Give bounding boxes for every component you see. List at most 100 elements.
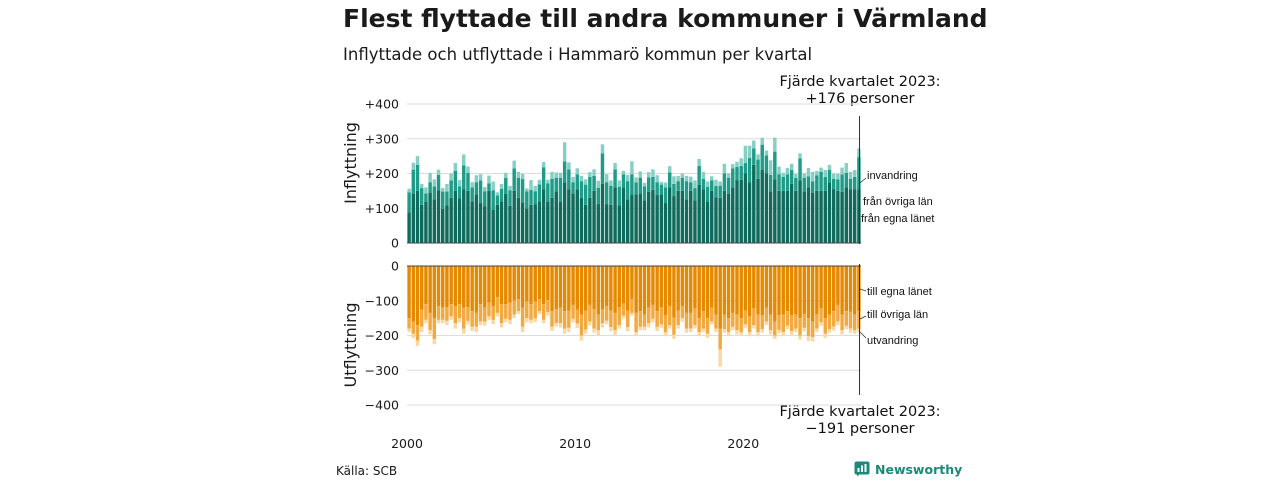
bar-outflow-emigration [697, 332, 701, 337]
bar-inflow-immigration [844, 163, 849, 173]
bar-inflow-own-county [491, 209, 495, 243]
bar-outflow-other-county [466, 307, 470, 321]
bar-outflow-own-county [659, 266, 664, 307]
bar-inflow-immigration [680, 173, 685, 178]
bar-outflow-own-county [445, 266, 449, 307]
bar-inflow-own-county [840, 191, 844, 243]
bar-inflow-other-county [604, 182, 609, 205]
bar-outflow-other-county [483, 307, 487, 322]
bar-inflow-own-county [453, 190, 458, 243]
bar-outflow-emigration [600, 323, 605, 328]
y-tick-label: 0 [391, 236, 399, 251]
bar-outflow-own-county [722, 266, 727, 315]
x-tick-label: 2000 [391, 436, 423, 451]
bar-inflow-immigration [646, 172, 651, 178]
bar-inflow-immigration [731, 164, 735, 169]
bar-inflow-own-county [596, 204, 600, 243]
bar-inflow-other-county [462, 165, 466, 190]
bar-inflow-immigration [588, 172, 592, 177]
bar-outflow-own-county [474, 266, 479, 313]
bar-outflow-other-county [537, 299, 542, 312]
bar-outflow-other-county [735, 314, 739, 331]
bar-inflow-immigration [449, 173, 453, 181]
bar-outflow-own-county [541, 266, 546, 305]
bar-inflow-other-county [546, 183, 550, 202]
bar-outflow-own-county [466, 266, 470, 307]
bar-inflow-immigration [428, 172, 432, 183]
bar-inflow-immigration [504, 172, 508, 179]
bar-outflow-own-county [773, 266, 777, 322]
bar-outflow-emigration [773, 335, 777, 339]
bar-inflow-other-county [491, 190, 495, 210]
bar-inflow-own-county [701, 189, 706, 243]
bar-inflow-other-county [689, 182, 693, 191]
bar-inflow-own-county [600, 183, 605, 243]
bar-outflow-emigration [646, 323, 651, 328]
bar-outflow-emigration [852, 330, 857, 334]
bar-outflow-emigration [638, 326, 643, 331]
bar-inflow-other-county [789, 170, 794, 184]
bar-inflow-other-county [625, 181, 630, 200]
bar-outflow-other-county [457, 304, 462, 319]
bar-outflow-other-county [499, 304, 504, 324]
bar-outflow-other-county [785, 311, 790, 326]
bar-inflow-other-county [483, 191, 487, 207]
bar-inflow-other-county [676, 181, 680, 191]
bar-inflow-immigration [516, 171, 521, 178]
bar-inflow-own-county [634, 194, 638, 243]
bar-outflow-own-county [840, 266, 844, 315]
bar-inflow-other-county [857, 157, 861, 190]
bar-inflow-immigration [525, 188, 529, 192]
bar-outflow-other-county [756, 314, 760, 333]
bar-inflow-immigration [512, 160, 516, 169]
bar-outflow-own-county [831, 266, 836, 312]
bar-outflow-other-county [541, 304, 546, 320]
bar-outflow-emigration [504, 318, 508, 323]
bar-outflow-other-county [571, 304, 575, 319]
bar-outflow-other-county [445, 307, 449, 321]
bar-outflow-emigration [630, 312, 634, 316]
bar-inflow-other-county [558, 177, 563, 202]
bar-inflow-other-county [798, 158, 802, 181]
bar-outflow-other-county [680, 305, 685, 319]
bar-inflow-other-county [487, 183, 491, 191]
bar-outflow-own-county [747, 266, 752, 317]
bar-inflow-immigration [613, 163, 617, 170]
bar-outflow-emigration [756, 332, 760, 337]
bar-outflow-own-county [731, 266, 735, 313]
bar-outflow-emigration [520, 326, 525, 333]
bar-outflow-other-county [441, 307, 445, 320]
bar-outflow-emigration [541, 319, 546, 324]
bar-inflow-own-county [747, 182, 752, 243]
bar-inflow-other-county [550, 178, 554, 198]
bar-outflow-emigration [487, 316, 491, 320]
y-axis-title-inflow: Inflyttning [341, 122, 360, 204]
y-tick-label: −200 [365, 328, 399, 343]
bar-inflow-own-county [773, 179, 777, 243]
bar-inflow-own-county [478, 203, 483, 243]
bar-inflow-immigration [806, 167, 811, 177]
bar-inflow-immigration [714, 179, 718, 186]
bar-inflow-immigration [562, 142, 567, 162]
bar-outflow-emigration [634, 332, 638, 337]
bar-inflow-immigration [789, 163, 794, 171]
bar-outflow-other-county [701, 311, 706, 329]
bar-inflow-immigration [756, 154, 760, 160]
bar-outflow-own-county [756, 266, 760, 315]
bar-inflow-other-county [701, 178, 706, 190]
bar-outflow-emigration [436, 319, 441, 324]
bar-inflow-immigration [508, 186, 512, 191]
bar-inflow-other-county [588, 176, 592, 198]
bar-outflow-other-county [760, 315, 764, 330]
bar-outflow-emigration [466, 320, 470, 325]
bar-inflow-other-county [747, 157, 752, 183]
y-tick-label: −100 [365, 293, 399, 308]
bar-inflow-own-county [684, 199, 689, 243]
bar-inflow-other-county [794, 178, 798, 191]
bar-outflow-emigration [760, 329, 764, 333]
bar-outflow-own-county [810, 266, 815, 322]
bar-inflow-own-county [630, 194, 634, 243]
bar-inflow-immigration [739, 158, 743, 166]
bar-outflow-other-county [844, 311, 849, 326]
bar-outflow-own-county [583, 266, 588, 311]
